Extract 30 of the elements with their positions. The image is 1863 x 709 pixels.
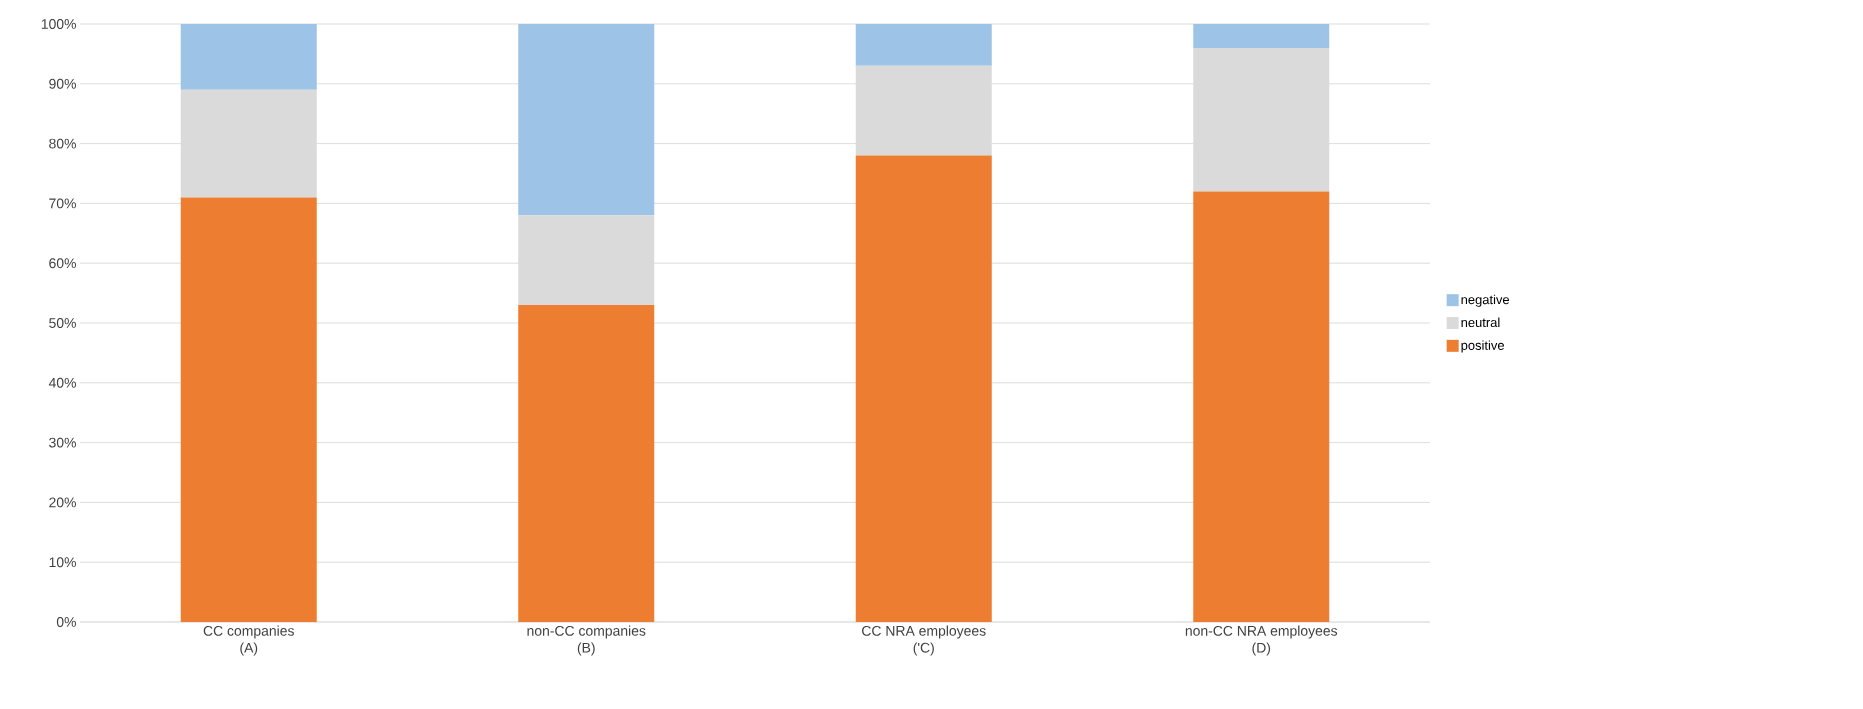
y-tick-label: 70% — [49, 198, 76, 209]
bar — [180, 89, 317, 198]
y-tick-label: 50% — [49, 318, 76, 328]
y-tick-label: 40% — [48, 377, 76, 388]
bar — [855, 23, 992, 66]
x-tick-label: non-CC NRA employees (D) — [1185, 625, 1338, 656]
bar — [518, 215, 655, 306]
legend-label: neutral — [1461, 317, 1500, 328]
bar — [1193, 23, 1330, 48]
y-tick-label: 90% — [49, 78, 76, 89]
bar — [1193, 191, 1330, 622]
bar — [855, 155, 992, 622]
bar — [180, 197, 317, 622]
y-tick-label: 10% — [49, 557, 76, 568]
y-tick-label: 30% — [49, 437, 76, 448]
legend-label: negative — [1461, 294, 1510, 307]
y-tick-label: 60% — [49, 258, 76, 269]
legend-label: positive — [1461, 340, 1504, 353]
bar — [1193, 47, 1330, 192]
bar — [518, 305, 655, 622]
bar — [855, 65, 992, 156]
x-tick-label: non-CC companies (B) — [527, 625, 646, 656]
y-tick-label: 80% — [49, 138, 76, 149]
bar — [518, 23, 655, 216]
y-tick-label: 20% — [49, 497, 76, 508]
x-tick-label: CC NRA employees ('C) — [862, 625, 986, 656]
y-tick-label: 0% — [56, 617, 76, 627]
x-tick-label: CC companies (A) — [203, 625, 294, 656]
y-tick-label: 100% — [41, 19, 76, 29]
bar — [180, 23, 317, 90]
